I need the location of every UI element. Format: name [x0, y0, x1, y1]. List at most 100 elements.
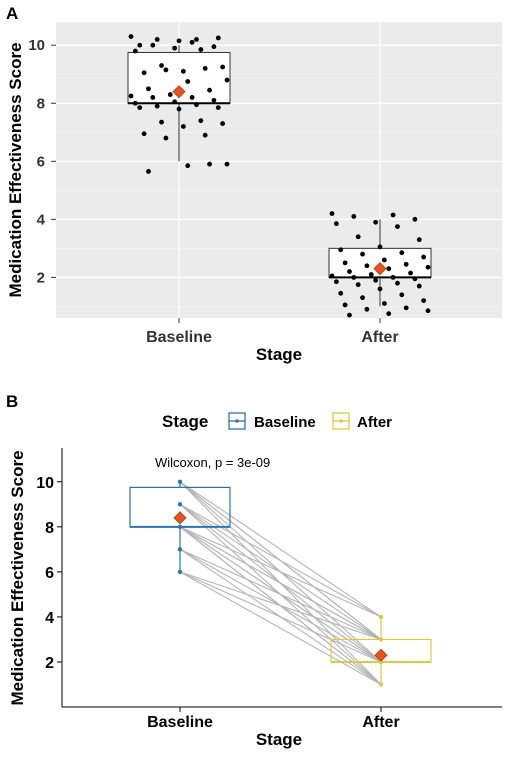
data-point — [185, 79, 191, 84]
data-point — [347, 312, 352, 318]
legend-title: Stage — [162, 412, 208, 431]
data-point — [416, 237, 422, 243]
y-tick-label: 10 — [36, 475, 54, 492]
data-point — [399, 250, 405, 256]
y-tick-label: 2 — [45, 655, 54, 672]
y-tick-label: 8 — [45, 520, 54, 537]
data-point — [381, 257, 387, 263]
panel-a-points — [128, 34, 431, 318]
panel-b-boxes — [129, 479, 432, 687]
data-point — [163, 135, 169, 141]
y-tick-label: 10 — [28, 37, 45, 54]
panel-a-x-axis-title: Stage — [256, 345, 302, 364]
data-point — [177, 524, 183, 530]
mean-marker — [374, 648, 388, 662]
data-point — [194, 37, 199, 42]
paired-line — [179, 481, 382, 618]
paired-line — [179, 526, 382, 618]
data-point — [185, 163, 191, 169]
legend-label-baseline: Baseline — [254, 414, 316, 431]
data-point — [128, 93, 134, 99]
data-point — [351, 214, 357, 219]
paired-line — [179, 503, 382, 618]
data-point — [215, 105, 221, 111]
legend-label-after: After — [357, 414, 392, 431]
data-point — [329, 211, 335, 216]
data-point — [207, 161, 212, 167]
y-tick-label: 4 — [37, 211, 46, 228]
data-point — [378, 614, 384, 620]
data-point — [137, 42, 143, 48]
x-tick-label: After — [361, 329, 398, 346]
data-point — [377, 244, 383, 250]
paired-line — [179, 571, 382, 685]
panel-b-x-axis-title: Stage — [256, 730, 302, 749]
data-point — [378, 637, 384, 642]
panel-b-label: B — [6, 392, 18, 411]
data-point — [198, 118, 204, 124]
data-point — [177, 547, 183, 552]
data-point — [403, 261, 409, 267]
panel-b-paired-lines — [179, 481, 382, 685]
mean-marker — [373, 262, 387, 276]
data-point — [408, 270, 413, 276]
data-point — [211, 44, 217, 50]
data-point — [364, 263, 370, 269]
data-point — [159, 63, 164, 68]
panel-a-means — [172, 85, 387, 276]
y-tick-label: 4 — [45, 610, 54, 627]
data-point — [360, 295, 365, 301]
data-point — [132, 100, 138, 106]
data-point — [159, 119, 164, 125]
data-point — [202, 66, 208, 71]
y-tick-label: 6 — [37, 153, 45, 170]
data-point — [425, 308, 431, 314]
data-point — [381, 301, 387, 306]
paired-line — [179, 571, 382, 640]
x-tick-label: Baseline — [147, 714, 213, 731]
data-point — [338, 290, 344, 296]
data-point — [412, 276, 418, 282]
data-point — [189, 39, 195, 45]
data-point — [364, 306, 370, 312]
y-tick-label: 6 — [45, 565, 54, 582]
panel-b-y-axis-title: Medication Effectiveness Score — [8, 450, 27, 705]
data-point — [207, 87, 212, 93]
data-point — [355, 234, 361, 240]
data-point — [150, 95, 156, 100]
data-point — [150, 42, 156, 48]
data-point — [176, 38, 182, 44]
data-point — [211, 97, 217, 103]
data-point — [154, 37, 160, 42]
panel-b-legend: Stage Baseline After — [162, 412, 392, 431]
data-point — [351, 274, 357, 280]
panel-a-x-ticks: Baseline After — [146, 318, 399, 346]
panel-a: A 2 4 6 8 10 Baseline After Stage Medication … — [6, 4, 502, 364]
data-point — [180, 68, 186, 74]
data-point — [329, 273, 335, 279]
data-point — [132, 48, 138, 54]
data-point — [386, 266, 392, 272]
data-point — [141, 70, 147, 76]
data-point — [416, 283, 422, 289]
data-point — [342, 260, 348, 266]
data-point — [360, 251, 365, 257]
data-point — [395, 280, 400, 286]
data-point — [373, 277, 379, 283]
data-point — [141, 131, 147, 137]
data-point — [224, 161, 230, 167]
data-point — [177, 502, 183, 507]
legend-key-after — [332, 412, 350, 430]
data-point — [395, 224, 400, 229]
data-point — [198, 47, 204, 52]
data-point — [390, 212, 396, 218]
data-point — [146, 86, 151, 92]
data-point — [128, 34, 134, 39]
data-point — [163, 67, 169, 73]
data-point — [342, 302, 348, 308]
data-point — [347, 269, 352, 274]
x-tick-label: After — [362, 714, 399, 731]
panel-b-x-ticks: Baseline After — [147, 707, 400, 731]
data-point — [172, 99, 178, 105]
